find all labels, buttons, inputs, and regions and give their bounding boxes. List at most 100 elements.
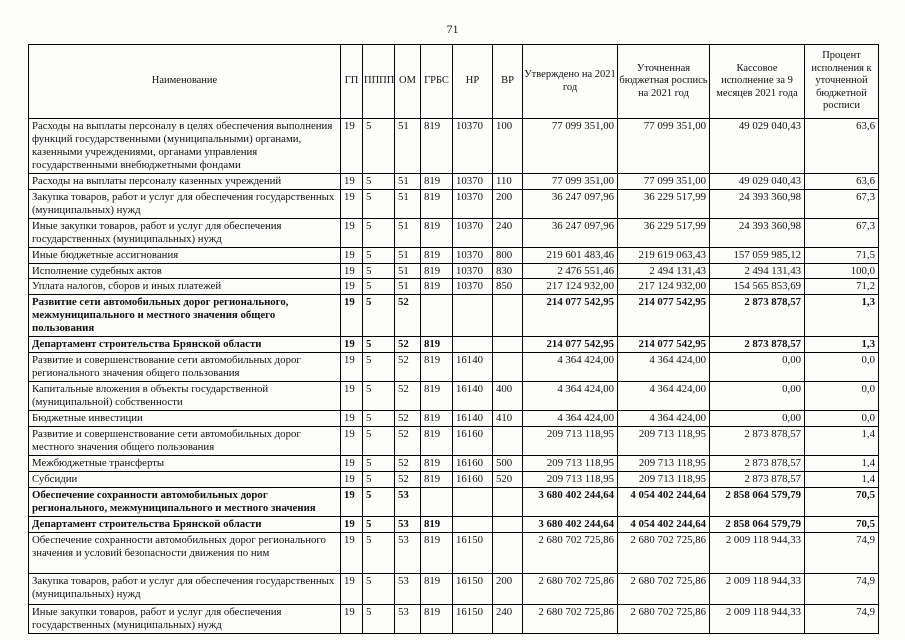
cell-gp: 19 <box>340 486 363 517</box>
cell-vr <box>492 294 523 338</box>
cell-nr <box>452 515 493 533</box>
cell-nr: 16140 <box>452 381 493 412</box>
cell-grbs <box>420 486 453 517</box>
cell-cash: 154 565 853,69 <box>709 278 805 296</box>
col-header-percent: Процент исполнения к уточненной бюджетно… <box>804 44 879 119</box>
cell-vr: 520 <box>492 470 523 488</box>
col-header-approved: Утверждено на 2021 год <box>522 44 618 119</box>
cell-pppp: 5 <box>362 352 395 383</box>
cell-gp: 19 <box>340 515 363 533</box>
cell-gp: 19 <box>340 352 363 383</box>
cell-pppp: 5 <box>362 118 395 174</box>
cell-approved: 3 680 402 244,64 <box>522 486 618 517</box>
cell-approved: 36 247 097,96 <box>522 188 618 219</box>
cell-grbs: 819 <box>420 454 453 472</box>
cell-gp: 19 <box>340 118 363 174</box>
cell-gp: 19 <box>340 454 363 472</box>
cell-updated: 4 364 424,00 <box>617 410 710 428</box>
col-header-pppp: ПППП <box>362 44 395 119</box>
cell-gp: 19 <box>340 572 363 605</box>
cell-name: Департамент строительства Брянской облас… <box>28 515 341 533</box>
cell-name: Обеспечение сохранности автомобильных до… <box>28 531 341 574</box>
cell-vr: 200 <box>492 572 523 605</box>
col-header-gp: ГП <box>340 44 363 119</box>
cell-percent: 74,9 <box>804 603 879 634</box>
cell-vr: 800 <box>492 246 523 264</box>
cell-pppp: 5 <box>362 336 395 354</box>
cell-om: 51 <box>394 246 421 264</box>
cell-om: 53 <box>394 486 421 517</box>
cell-cash: 2 873 878,57 <box>709 294 805 338</box>
cell-percent: 1,3 <box>804 336 879 354</box>
cell-vr <box>492 352 523 383</box>
cell-percent: 1,3 <box>804 294 879 338</box>
table-row: Обеспечение сохранности автомобильных до… <box>28 531 879 574</box>
cell-nr <box>452 294 493 338</box>
cell-percent: 1,4 <box>804 470 879 488</box>
cell-name: Иные закупки товаров, работ и услуг для … <box>28 603 341 634</box>
cell-cash: 2 009 118 944,33 <box>709 531 805 574</box>
table-row: Развитие и совершенствование сети автомо… <box>28 352 879 383</box>
cell-approved: 3 680 402 244,64 <box>522 515 618 533</box>
cell-approved: 209 713 118,95 <box>522 426 618 456</box>
cell-om: 51 <box>394 118 421 174</box>
cell-om: 52 <box>394 426 421 456</box>
cell-percent: 67,3 <box>804 188 879 219</box>
col-header-om: ОМ <box>394 44 421 119</box>
cell-gp: 19 <box>340 278 363 296</box>
cell-vr: 400 <box>492 381 523 412</box>
table-row: Субсидии 19 5 52 819 16160 520 209 713 118,95 20… <box>28 470 879 488</box>
cell-approved: 77 099 351,00 <box>522 118 618 174</box>
cell-om: 52 <box>394 336 421 354</box>
cell-gp: 19 <box>340 603 363 634</box>
cell-om: 51 <box>394 217 421 248</box>
table-header: Наименование ГП ПППП ОМ ГРБС НР ВР Утверждено н… <box>28 44 879 119</box>
cell-name: Развитие и совершенствование сети автомо… <box>28 426 341 456</box>
cell-name: Бюджетные инвестиции <box>28 410 341 428</box>
cell-approved: 219 601 483,46 <box>522 246 618 264</box>
cell-approved: 4 364 424,00 <box>522 352 618 383</box>
cell-nr: 16160 <box>452 454 493 472</box>
cell-cash: 2 873 878,57 <box>709 336 805 354</box>
cell-cash: 24 393 360,98 <box>709 217 805 248</box>
cell-nr: 10370 <box>452 217 493 248</box>
cell-nr: 16150 <box>452 572 493 605</box>
cell-cash: 49 029 040,43 <box>709 172 805 190</box>
cell-name: Капитальные вложения в объекты государст… <box>28 381 341 412</box>
table-row: Иные бюджетные ассигнования 19 5 51 819 10370… <box>28 246 879 264</box>
cell-updated: 4 364 424,00 <box>617 381 710 412</box>
cell-cash: 2 873 878,57 <box>709 426 805 456</box>
cell-nr: 16150 <box>452 531 493 574</box>
cell-updated: 2 680 702 725,86 <box>617 603 710 634</box>
cell-vr: 240 <box>492 603 523 634</box>
cell-grbs: 819 <box>420 381 453 412</box>
table-row: Расходы на выплаты персоналу в целях обе… <box>28 118 879 174</box>
cell-percent: 0,0 <box>804 352 879 383</box>
col-header-cash: Кассовое исполнение за 9 месяцев 2021 го… <box>709 44 805 119</box>
cell-pppp: 5 <box>362 188 395 219</box>
cell-updated: 217 124 932,00 <box>617 278 710 296</box>
cell-pppp: 5 <box>362 531 395 574</box>
cell-updated: 4 054 402 244,64 <box>617 486 710 517</box>
cell-grbs: 819 <box>420 188 453 219</box>
cell-updated: 214 077 542,95 <box>617 336 710 354</box>
table-row: Иные закупки товаров, работ и услуг для … <box>28 603 879 634</box>
cell-pppp: 5 <box>362 454 395 472</box>
table-row: Департамент строительства Брянской облас… <box>28 515 879 533</box>
cell-om: 52 <box>394 381 421 412</box>
cell-percent: 63,6 <box>804 172 879 190</box>
cell-om: 52 <box>394 352 421 383</box>
cell-om: 51 <box>394 278 421 296</box>
cell-approved: 209 713 118,95 <box>522 454 618 472</box>
col-header-vr: ВР <box>492 44 523 119</box>
cell-cash: 0,00 <box>709 381 805 412</box>
cell-pppp: 5 <box>362 278 395 296</box>
cell-name: Иные закупки товаров, работ и услуг для … <box>28 217 341 248</box>
budget-table: Наименование ГП ПППП ОМ ГРБС НР ВР Утверждено н… <box>28 44 879 634</box>
cell-cash: 2 009 118 944,33 <box>709 572 805 605</box>
cell-percent: 74,9 <box>804 572 879 605</box>
cell-grbs: 819 <box>420 246 453 264</box>
cell-cash: 2 873 878,57 <box>709 454 805 472</box>
cell-name: Обеспечение сохранности автомобильных до… <box>28 486 341 517</box>
cell-pppp: 5 <box>362 515 395 533</box>
